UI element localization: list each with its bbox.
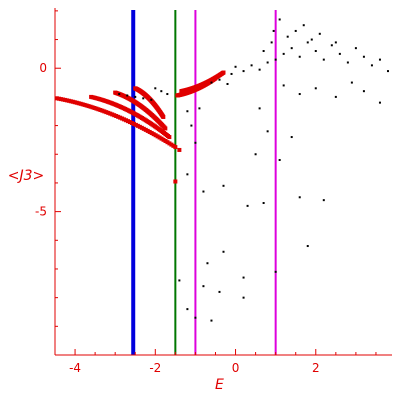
x-tick-label: 0 bbox=[232, 361, 240, 375]
black-point bbox=[246, 204, 249, 207]
black-point bbox=[254, 153, 257, 156]
x-tick-label: 2 bbox=[312, 361, 320, 375]
black-point bbox=[118, 93, 121, 96]
x-tick-label: -2 bbox=[149, 361, 161, 375]
black-point bbox=[266, 130, 269, 133]
x-axis-title: E bbox=[215, 377, 224, 393]
black-point bbox=[290, 47, 293, 50]
black-point bbox=[378, 58, 381, 61]
black-point bbox=[272, 29, 275, 32]
black-point bbox=[134, 95, 137, 98]
black-point bbox=[186, 308, 189, 311]
black-point bbox=[278, 18, 281, 21]
black-point bbox=[386, 70, 389, 73]
y-tick-label: 0 bbox=[39, 61, 47, 75]
black-point bbox=[330, 44, 333, 47]
black-point bbox=[186, 110, 189, 113]
black-point bbox=[306, 41, 309, 44]
black-point bbox=[258, 68, 261, 71]
black-point bbox=[322, 199, 325, 202]
x-tick-label: -4 bbox=[69, 361, 81, 375]
black-point bbox=[160, 90, 163, 93]
red-point bbox=[167, 135, 172, 140]
y-axis-title: <J3> bbox=[8, 168, 45, 184]
black-point bbox=[266, 61, 269, 64]
black-point bbox=[150, 98, 153, 101]
black-point bbox=[166, 93, 169, 96]
black-point bbox=[242, 296, 245, 299]
black-point bbox=[318, 32, 321, 35]
black-point bbox=[302, 24, 305, 27]
black-point bbox=[278, 158, 281, 161]
black-point bbox=[178, 279, 181, 282]
black-point bbox=[298, 55, 301, 58]
black-point bbox=[206, 262, 209, 265]
black-point bbox=[370, 64, 373, 67]
red-point bbox=[173, 145, 178, 150]
black-point bbox=[222, 184, 225, 187]
black-point bbox=[218, 290, 221, 293]
points-layer bbox=[55, 18, 389, 322]
black-point bbox=[362, 90, 365, 93]
red-point bbox=[173, 179, 178, 184]
black-point bbox=[154, 87, 157, 90]
black-point bbox=[298, 93, 301, 96]
black-point bbox=[242, 70, 245, 73]
black-point bbox=[274, 270, 277, 273]
red-point bbox=[177, 147, 182, 152]
black-point bbox=[282, 84, 285, 87]
black-point bbox=[322, 58, 325, 61]
black-point bbox=[310, 38, 313, 41]
black-point bbox=[194, 141, 197, 144]
black-point bbox=[202, 190, 205, 193]
black-point bbox=[314, 50, 317, 53]
black-point bbox=[190, 124, 193, 127]
black-point bbox=[290, 136, 293, 139]
black-point bbox=[194, 316, 197, 319]
black-point bbox=[294, 29, 297, 32]
black-point bbox=[346, 61, 349, 64]
black-point bbox=[338, 52, 341, 55]
vertical-lines-layer bbox=[131, 10, 277, 355]
black-point bbox=[126, 94, 129, 97]
black-point bbox=[334, 41, 337, 44]
black-point bbox=[378, 101, 381, 104]
black-point bbox=[354, 47, 357, 50]
black-point bbox=[298, 196, 301, 199]
black-point bbox=[218, 78, 221, 81]
black-point bbox=[210, 81, 213, 84]
y-tick-label: -5 bbox=[35, 205, 47, 219]
black-point bbox=[142, 97, 145, 100]
black-point bbox=[226, 82, 229, 85]
black-point bbox=[314, 87, 317, 90]
black-point bbox=[334, 95, 337, 98]
black-point bbox=[202, 285, 205, 288]
black-point bbox=[262, 202, 265, 205]
black-point bbox=[270, 41, 273, 44]
black-point bbox=[258, 107, 261, 110]
black-point bbox=[306, 245, 309, 248]
black-point bbox=[210, 319, 213, 322]
black-point bbox=[362, 55, 365, 58]
black-point bbox=[286, 35, 289, 38]
black-point bbox=[274, 58, 277, 61]
black-point bbox=[198, 107, 201, 110]
black-point bbox=[282, 52, 285, 55]
black-point bbox=[234, 65, 237, 68]
red-point bbox=[213, 76, 218, 81]
black-point bbox=[250, 64, 253, 67]
red-point bbox=[221, 70, 226, 75]
black-point bbox=[186, 173, 189, 176]
axes-layer: -4 -2 0 2 0 -5 bbox=[35, 8, 392, 375]
red-point bbox=[161, 114, 166, 119]
red-point bbox=[163, 126, 168, 131]
black-point bbox=[262, 50, 265, 53]
black-point bbox=[350, 81, 353, 84]
black-point bbox=[230, 72, 233, 75]
black-point bbox=[242, 276, 245, 279]
black-point bbox=[222, 250, 225, 253]
